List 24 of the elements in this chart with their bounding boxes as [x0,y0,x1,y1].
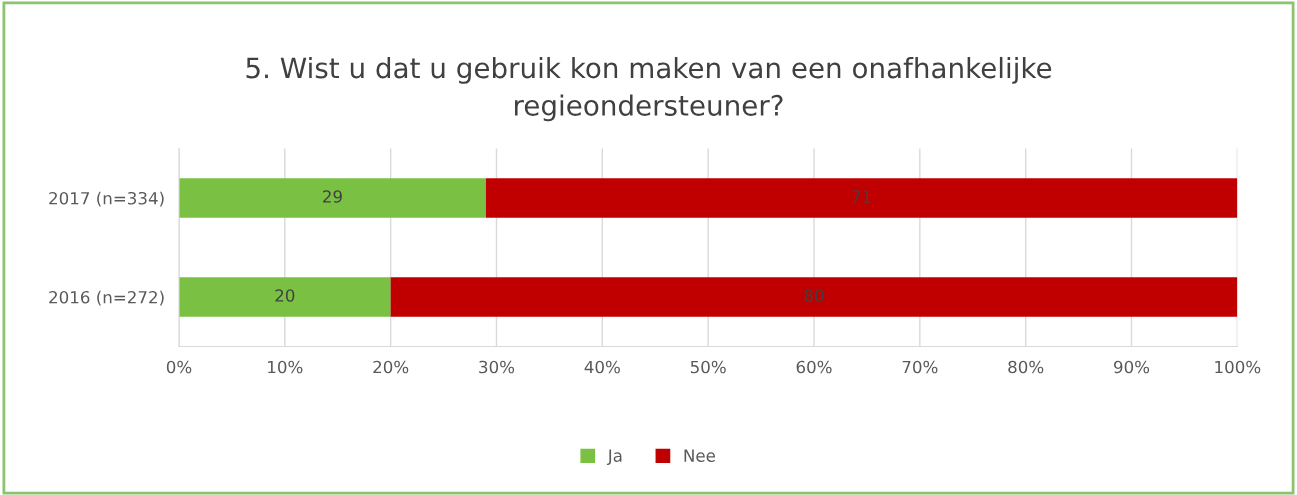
x-tick-label: 20% [373,360,409,374]
data-label: 80 [804,289,824,302]
x-tick-label: 50% [690,360,726,374]
chart-title: 5. Wist u dat u gebruik kon maken van een onafhankelijke regieondersteuner? [246,56,1052,122]
x-tick-label: 10% [268,360,303,374]
legend-label: Nee [684,449,715,462]
bar [178,178,486,218]
x-tick-label: 100% [1215,360,1261,374]
bar [178,277,391,317]
x-tick-label: 0% [166,360,192,374]
data-label: 20 [275,289,295,302]
y-tick-label: 2016 (n=272) [49,290,164,306]
legend-label: Ja [606,449,622,466]
bar [485,178,1238,218]
x-tick-label: 30% [479,360,515,374]
y-tick-label: 2017 (n=334) [49,191,164,207]
data-label: 29 [323,190,342,203]
x-tick-label: 90% [1114,360,1150,374]
x-tick-label: 40% [584,360,620,374]
bar [390,277,1238,317]
data-label: 71 [852,190,871,203]
x-tick-label: 80% [1008,360,1044,374]
x-tick-label: 60% [796,360,832,374]
x-tick-label: 70% [902,360,938,374]
